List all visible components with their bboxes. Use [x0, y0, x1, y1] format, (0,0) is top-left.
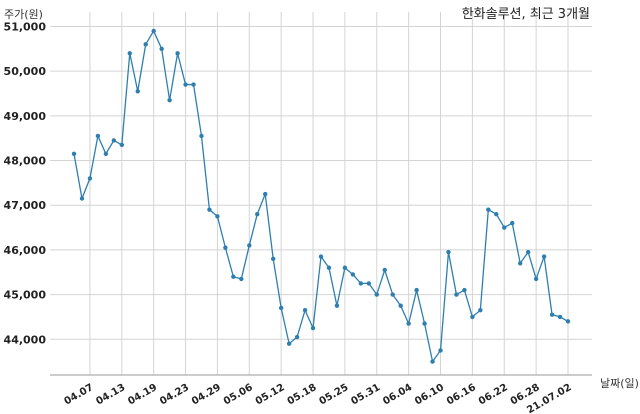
data-point [310, 325, 316, 331]
data-point [215, 214, 220, 219]
x-tick-label: 05.06 [222, 382, 255, 407]
x-tick-label: 05.25 [318, 382, 351, 407]
data-point [119, 142, 125, 148]
data-point [446, 249, 451, 255]
x-axis-title: 날짜(일) [600, 376, 639, 390]
data-point [143, 42, 148, 47]
x-tick-label: 05.31 [349, 382, 382, 407]
x-tick-label: 06.22 [477, 382, 510, 407]
data-point [191, 82, 196, 87]
data-point [326, 265, 332, 270]
data-point [342, 265, 348, 270]
data-point [374, 292, 379, 297]
data-point [549, 312, 555, 317]
data-point [422, 321, 427, 326]
data-point [430, 359, 435, 364]
y-tick-label: 46,000 [4, 244, 47, 257]
data-point [87, 176, 93, 181]
x-tick-label: 04.07 [63, 382, 96, 407]
data-point [533, 276, 539, 282]
data-point [517, 261, 523, 266]
x-tick-label: 04.13 [94, 382, 127, 407]
y-tick-label: 44,000 [4, 333, 47, 346]
x-tick-label: 06.16 [445, 382, 478, 407]
series-line [73, 29, 569, 364]
grid-lines [50, 12, 592, 375]
x-tick-label: 05.12 [254, 382, 287, 407]
x-tick-label: 04.29 [190, 382, 223, 407]
data-point [278, 305, 284, 311]
data-point [462, 287, 467, 293]
data-point [127, 51, 132, 56]
data-point [175, 51, 180, 56]
x-tick-label: 06.04 [381, 382, 414, 407]
data-point [414, 287, 419, 293]
y-axis-ticks: 44,000 45,000 46,000 47,000 48,000 49,000 50,0… [4, 20, 47, 346]
data-point [111, 138, 117, 143]
data-point [207, 207, 212, 212]
data-point [541, 254, 547, 259]
data-point [502, 225, 507, 230]
data-point [263, 191, 268, 197]
data-point [223, 245, 228, 250]
data-point [454, 292, 459, 297]
data-point [406, 321, 411, 326]
data-point [199, 133, 204, 139]
data-point [183, 82, 188, 87]
data-point [103, 151, 109, 157]
data-point [350, 272, 356, 277]
y-tick-label: 47,000 [4, 199, 47, 212]
y-axis-title: 주가(원) [4, 8, 43, 21]
data-point [151, 28, 156, 34]
data-point [510, 220, 515, 226]
data-point [486, 207, 491, 212]
data-point [95, 133, 101, 139]
data-point [79, 196, 85, 201]
data-point [494, 211, 499, 217]
data-point [247, 243, 252, 248]
data-point [286, 341, 292, 346]
x-tick-label: 06.10 [413, 382, 446, 407]
data-point [294, 334, 300, 340]
data-points [71, 28, 571, 364]
data-point [239, 276, 244, 282]
data-point [167, 98, 172, 103]
data-point [231, 274, 236, 279]
x-tick-label: 04.23 [158, 382, 191, 407]
data-point [398, 303, 403, 308]
data-point [71, 151, 77, 157]
y-tick-label: 45,000 [4, 289, 47, 302]
x-axis-ticks: 04.0704.1304.1904.2304.2905.0605.1205.18… [63, 382, 574, 414]
data-point [382, 267, 387, 273]
data-point [438, 348, 443, 353]
data-point [270, 256, 276, 262]
data-point [565, 319, 571, 324]
y-tick-label: 49,000 [4, 110, 47, 123]
data-point [557, 314, 563, 320]
data-point [135, 89, 140, 94]
data-point [390, 292, 395, 297]
data-point [366, 281, 372, 286]
chart-title: 한화솔루션, 최근 3개월 [462, 7, 590, 22]
y-tick-label: 50,000 [4, 65, 47, 78]
x-tick-label: 04.19 [126, 382, 159, 407]
data-point [318, 254, 324, 259]
data-point [159, 46, 164, 52]
data-point [525, 249, 531, 255]
y-tick-label: 48,000 [4, 155, 47, 168]
data-point [255, 211, 260, 217]
data-point [470, 314, 475, 320]
data-point [334, 303, 340, 308]
data-point [358, 281, 364, 286]
data-point [478, 308, 483, 313]
x-tick-label: 05.18 [286, 382, 319, 407]
y-tick-label: 51,000 [4, 20, 47, 33]
data-point [302, 308, 308, 313]
